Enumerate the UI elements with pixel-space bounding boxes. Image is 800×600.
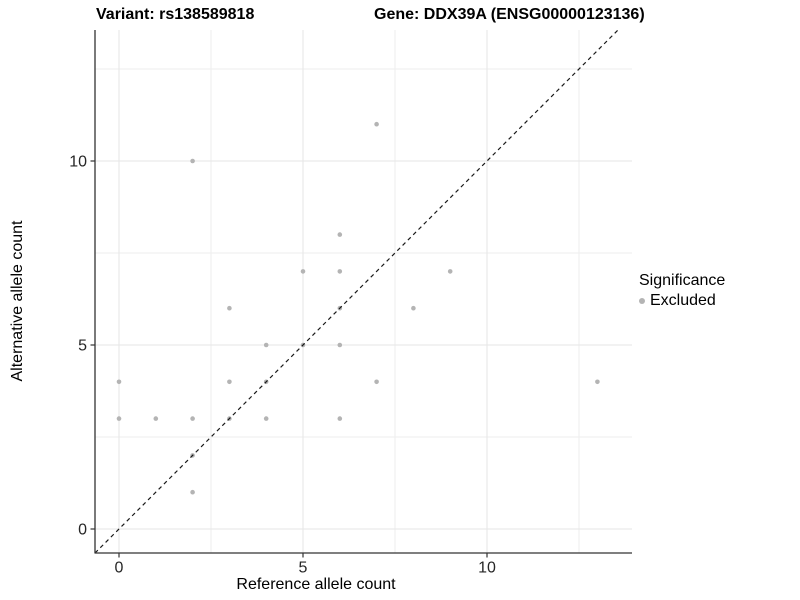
- data-point: [337, 232, 343, 237]
- x-tick-label: 0: [115, 559, 124, 576]
- data-point: [190, 489, 195, 495]
- data-point: [190, 416, 195, 421]
- y-axis-title: Alternative allele count: [9, 220, 26, 382]
- data-point: [447, 269, 453, 274]
- data-point: [190, 158, 195, 164]
- legend-point-icon: [639, 297, 645, 304]
- data-point: [300, 269, 306, 274]
- data-point: [374, 121, 379, 127]
- data-point: [116, 416, 122, 421]
- data-point: [227, 379, 232, 385]
- plot-title-gene: Gene: DDX39A (ENSG00000123136): [374, 6, 645, 23]
- x-tick-label: 10: [478, 559, 496, 576]
- legend-title: Significance: [639, 272, 726, 289]
- plot-title-variant: Variant: rs138589818: [96, 6, 255, 23]
- data-point: [153, 416, 159, 421]
- y-tick-label: 0: [78, 522, 87, 539]
- data-point: [227, 305, 232, 311]
- data-point: [374, 379, 379, 385]
- y-tick-label: 10: [69, 154, 87, 171]
- data-point: [337, 342, 343, 348]
- legend: Significance Excluded: [639, 271, 725, 310]
- y-tick-label: 5: [78, 338, 87, 355]
- x-axis-title: Reference allele count: [236, 576, 396, 593]
- data-point: [263, 416, 269, 421]
- data-point: [411, 305, 416, 311]
- identity-line: [94, 29, 619, 554]
- data-point: [263, 342, 269, 348]
- legend-item-label: Excluded: [650, 292, 716, 309]
- legend-item-excluded: Excluded: [639, 291, 725, 310]
- data-point: [337, 269, 343, 274]
- x-tick-label: 5: [299, 559, 308, 576]
- data-point: [116, 379, 122, 385]
- data-point: [595, 379, 600, 385]
- data-point: [337, 416, 343, 421]
